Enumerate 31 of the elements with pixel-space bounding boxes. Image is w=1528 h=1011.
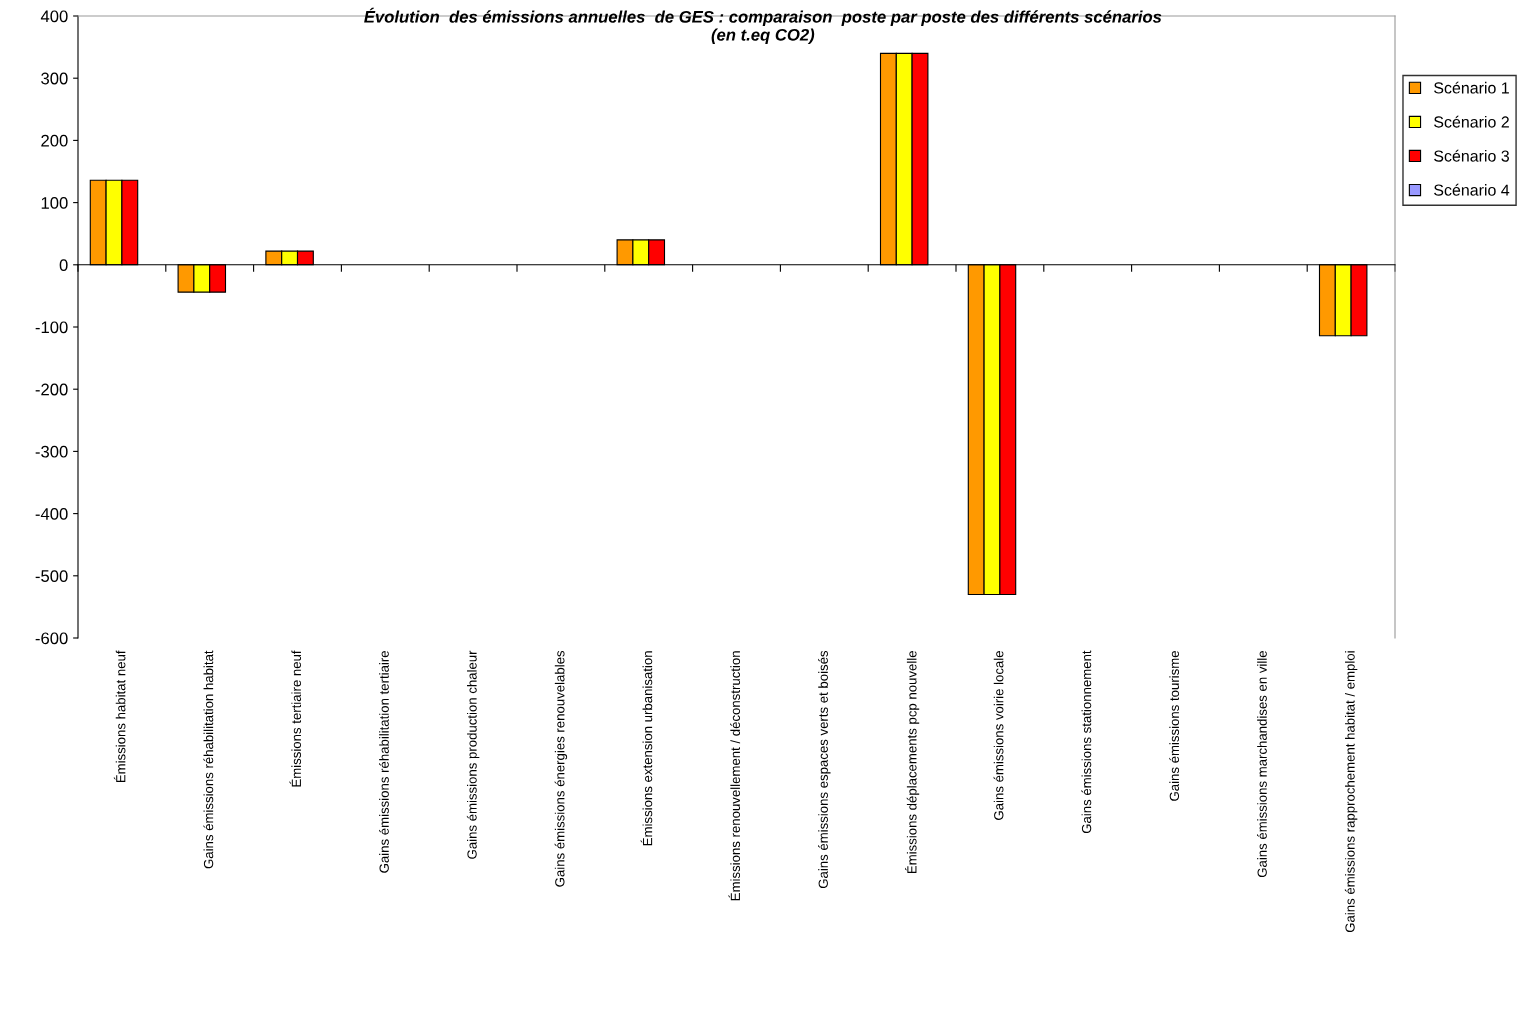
x-tick-label: Gains émissions marchandises en ville xyxy=(1257,651,1267,878)
y-tick-label: -100 xyxy=(35,321,68,334)
y-tick-label: -300 xyxy=(35,445,68,458)
legend-label: Scénario 1 xyxy=(1434,81,1509,94)
legend-label: Scénario 2 xyxy=(1434,115,1509,128)
y-tick-label: 200 xyxy=(41,134,68,147)
x-tick-label: Émissions déplacements pcp nouvelle xyxy=(905,651,920,874)
y-tick-label: -200 xyxy=(35,383,68,396)
y-tick-label: 400 xyxy=(40,10,68,23)
x-tick-label: Gains émissions énergies renouvelables xyxy=(554,650,568,887)
x-tick-label: Émissions tertiaire neuf xyxy=(289,650,302,787)
x-tick-label: Gains émissions tourisme xyxy=(1169,651,1180,801)
y-tick-label: 300 xyxy=(41,72,68,85)
x-tick-label: Gains émissions réhabilitation habitat xyxy=(203,650,214,869)
x-tick-label: Émissions extension urbanisation xyxy=(640,651,653,846)
y-tick-label: 100 xyxy=(41,197,68,209)
y-tick-label: 0 xyxy=(59,259,68,271)
y-tick-label: -400 xyxy=(35,508,68,520)
x-tick-label: Gains émissions rapprochement habitat / emploi xyxy=(1344,651,1358,933)
legend-label: Scénario 4 xyxy=(1434,183,1510,196)
legend-label: Scénario 3 xyxy=(1434,149,1509,162)
x-tick-label: Émissions habitat neuf xyxy=(113,650,126,783)
x-tick-label: Gains émissions stationnement xyxy=(1081,650,1092,834)
x-tick-label: Émissions renouvellement / déconstruction xyxy=(728,651,741,901)
x-tick-label: Gains émissions espaces verts et boisés xyxy=(818,650,831,889)
chart-title: Évolution des émissions annuelles de GES : comparaison poste par poste des différents scénarios (en t.eq CO2) xyxy=(364,7,1162,44)
x-tick-label: Gains émissions production chaleur xyxy=(466,650,480,859)
x-tick-label: Gains émissions réhabilitation tertiaire xyxy=(379,651,389,873)
y-tick-label: -500 xyxy=(35,570,68,582)
x-tick-label: Gains émissions voirie locale xyxy=(993,651,1004,820)
y-tick-label: -600 xyxy=(35,632,68,645)
